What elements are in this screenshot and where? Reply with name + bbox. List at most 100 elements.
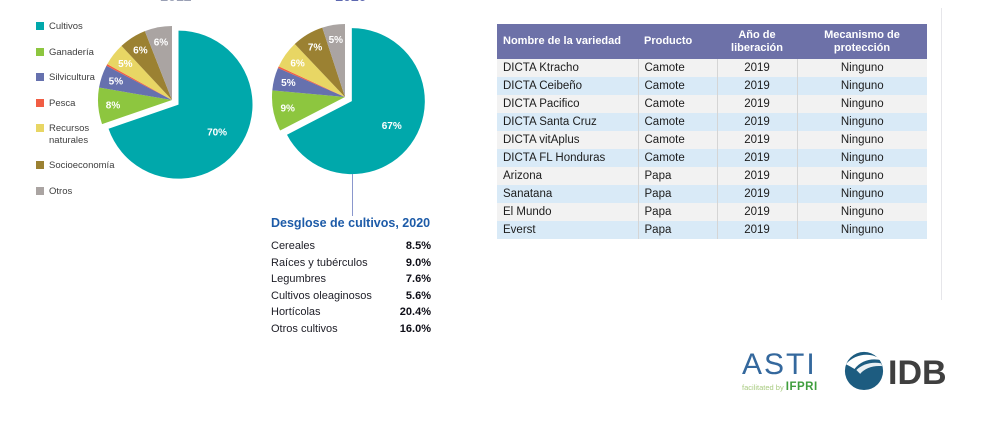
table-cell: 2019 [717, 149, 798, 167]
breakdown-row-hort-colas: Hortícolas 20.4% [271, 306, 431, 319]
legend-label: Recursos naturales [49, 123, 90, 146]
pie-slice-label: 6% [133, 45, 148, 56]
legend-swatch-icon [36, 73, 44, 81]
legend-label: Ganadería [49, 46, 94, 58]
table-cell: Ninguno [797, 95, 927, 113]
legend-swatch-icon [36, 22, 44, 30]
pie-slice-label: 9% [280, 104, 295, 115]
table-row: Sanatana Papa 2019 Ninguno [497, 185, 927, 203]
pie-slice-pesca [106, 64, 172, 100]
idb-globe-icon [843, 348, 885, 397]
pie-slice-label: 5% [118, 59, 133, 70]
pie-slice-label: 5% [109, 77, 124, 88]
legend-swatch-icon [36, 161, 44, 169]
legend-label: Otros [49, 185, 73, 197]
breakdown-label: Legumbres [271, 273, 327, 285]
breakdown-label: Otros cultivos [271, 322, 338, 335]
ifpri-logo-text: IFPRI [785, 381, 818, 393]
column-header-a-o-de-liberaci-n: Año de liberación [717, 24, 797, 59]
table-cell: DICTA Ktracho [497, 59, 639, 77]
table-cell: DICTA vitAplus [497, 131, 639, 149]
table-cell: Sanatana [497, 185, 639, 203]
breakdown-title: Desglose de cultivos, 2020 [271, 216, 431, 230]
pie-slice-ganader-a [272, 90, 345, 131]
legend-item-otros: Otros [36, 186, 128, 198]
breakdown-row-cultivos-oleaginosos: Cultivos oleaginosos 5.6% [271, 289, 431, 303]
table-cell: 2019 [717, 185, 798, 203]
legend-swatch-icon [36, 47, 44, 56]
pie-slice-silvicultura [272, 68, 345, 97]
table-cell: Arizona [497, 167, 639, 185]
legend-item-socioeconom-a: Socioeconomía [36, 160, 128, 172]
legend-swatch-icon [36, 186, 44, 195]
table-cell: Ninguno [797, 77, 927, 95]
table-cell: DICTA Ceibeño [497, 77, 639, 95]
legend-label: Cultivos [49, 21, 83, 32]
table-cell: DICTA Pacifico [497, 95, 639, 113]
breakdown-row-cereales: Cereales 8.5% [271, 240, 431, 253]
table-cell: Ninguno [797, 131, 927, 149]
table-cell: 2019 [717, 59, 798, 77]
legend-item-cultivos: Cultivos [36, 21, 128, 33]
table-cell: Ninguno [797, 113, 927, 131]
pie-slice-socioeconom-a [294, 27, 345, 97]
crop-breakdown-panel: Desglose de cultivos, 2020 Cereales 8.5% R… [271, 216, 431, 340]
pie-chart-title-2020: 2020 [306, 0, 396, 4]
breakdown-value: 16.0% [399, 322, 431, 335]
pie-slice-label: 6% [154, 37, 169, 48]
pie-slice-pesca [277, 66, 345, 97]
table-row: DICTA FL Honduras Camote 2019 Ninguno [497, 149, 927, 167]
pie-chart-title-2012: 2012 [131, 0, 221, 4]
pie-slice-recursos-naturales [278, 44, 345, 97]
legend-item-silvicultura: Silvicultura [36, 72, 128, 84]
table-row: DICTA vitAplus Camote 2019 Ninguno [497, 131, 927, 149]
table-row: Arizona Papa 2019 Ninguno [497, 167, 927, 185]
table-header-row: Nombre de la variedad Producto Año de libe… [497, 24, 927, 59]
table-row: DICTA Santa Cruz Camote 2019 Ninguno [497, 113, 927, 131]
legend-label: Silvicultura [49, 72, 95, 83]
table-cell: 2019 [717, 77, 798, 95]
pie-slice-cultivos [286, 28, 425, 175]
table-cell: Ninguno [797, 167, 927, 185]
table-cell: Camote [638, 59, 718, 77]
table-cell: Camote [638, 113, 718, 131]
idb-logo-text: IDB [888, 353, 947, 392]
pie-slice-ganader-a [98, 87, 172, 125]
legend-item-pesca: Pesca [36, 98, 128, 110]
pie-slice-label: 6% [290, 58, 305, 69]
column-header-mecanismo-de-protecci-n: Mecanismo de protección [797, 24, 927, 59]
table-row: El Mundo Papa 2019 Ninguno [497, 203, 927, 221]
pie-slice-otros [144, 26, 172, 100]
table-cell: Ninguno [797, 149, 927, 167]
breakdown-value: 7.6% [405, 273, 431, 285]
pie-legend: Cultivos Ganadería Silvicultura Pesca Recurs… [36, 21, 128, 197]
breakdown-value: 5.6% [405, 289, 431, 302]
table-cell: Camote [638, 95, 718, 113]
pie-slice-label: 8% [106, 100, 121, 111]
pie-chart-2012: 70%8%5%5%6%6% [98, 26, 253, 179]
table-cell: Papa [638, 221, 718, 239]
column-header-producto: Producto [638, 24, 717, 59]
table-row: DICTA Pacifico Camote 2019 Ninguno [497, 95, 927, 113]
table-cell: 2019 [717, 167, 798, 185]
table-cell: Ninguno [797, 185, 927, 203]
breakdown-label: Hortícolas [271, 306, 321, 318]
breakdown-value: 20.4% [399, 306, 431, 318]
breakdown-row-otros-cultivos: Otros cultivos 16.0% [271, 322, 431, 336]
pie-slice-label: 5% [329, 35, 344, 46]
breakdown-value: 9.0% [405, 256, 431, 269]
breakdown-row-legumbres: Legumbres 7.6% [271, 273, 431, 286]
callout-line [352, 174, 353, 216]
table-cell: Everst [497, 221, 639, 239]
table-cell: El Mundo [497, 203, 639, 221]
breakdown-label: Cultivos oleaginosos [271, 289, 372, 302]
table-cell: 2019 [717, 221, 798, 239]
table-row: DICTA Ceibeño Camote 2019 Ninguno [497, 77, 927, 95]
pie-slice-cultivos [108, 30, 253, 179]
asti-logo-subtext: facilitated by IFPRI [742, 381, 818, 393]
table-row: DICTA Ktracho Camote 2019 Ninguno [497, 59, 927, 77]
legend-label: Socioeconomía [49, 160, 115, 171]
asti-logo: ASTI facilitated by IFPRI [742, 350, 818, 394]
table-cell: Papa [638, 203, 718, 221]
pie-slice-label: 67% [382, 121, 402, 132]
